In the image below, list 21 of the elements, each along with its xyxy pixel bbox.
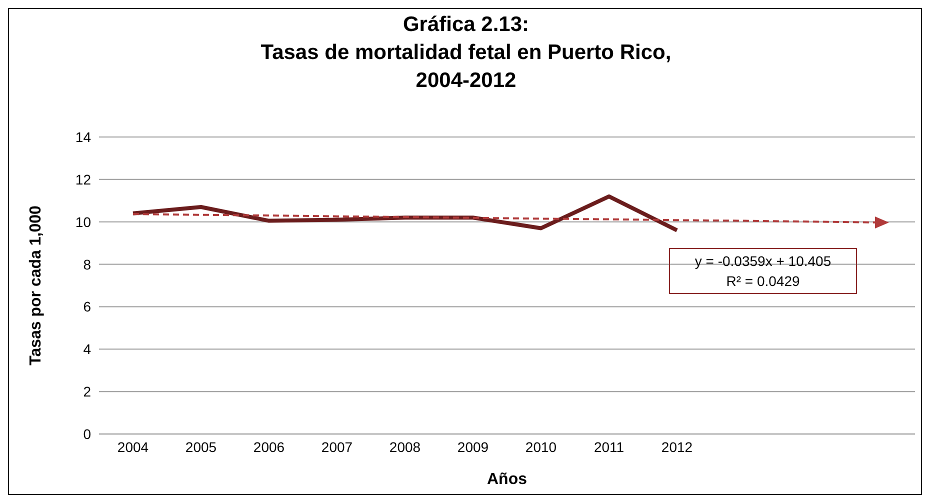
text-box: y = -0.0359x + 10.405 R² = 0.0429 xyxy=(669,248,857,294)
y-tick-label: 10 xyxy=(75,214,92,230)
y-tick-label: 12 xyxy=(75,171,92,188)
y-tick-label: 2 xyxy=(83,384,92,400)
y-tick-label: 6 xyxy=(83,298,92,315)
x-tick-label: 2008 xyxy=(389,438,421,455)
x-tick-label: 2005 xyxy=(185,438,217,455)
y-tick-label: 14 xyxy=(75,128,92,145)
x-tick-label: 2011 xyxy=(594,438,624,455)
y-axis-title: Tasas por cada 1,000 xyxy=(28,206,45,366)
chart-title: Gráfica 2.13: Tasas de mortalidad fetal en Puerto Rico, 2004-2012 xyxy=(260,12,672,94)
x-tick-label: 2010 xyxy=(525,438,557,455)
x-tick-label: 2009 xyxy=(457,438,489,455)
x-axis-title: Años xyxy=(487,471,528,488)
x-tick-label: 2004 xyxy=(117,438,149,455)
x-tick-label: 2007 xyxy=(321,438,353,455)
x-tick-label: 2012 xyxy=(661,438,693,455)
y-tick-label: 0 xyxy=(83,426,92,442)
x-tick-label: 2006 xyxy=(253,438,285,455)
y-tick-label: 4 xyxy=(83,341,92,358)
y-tick-label: 8 xyxy=(83,256,92,272)
